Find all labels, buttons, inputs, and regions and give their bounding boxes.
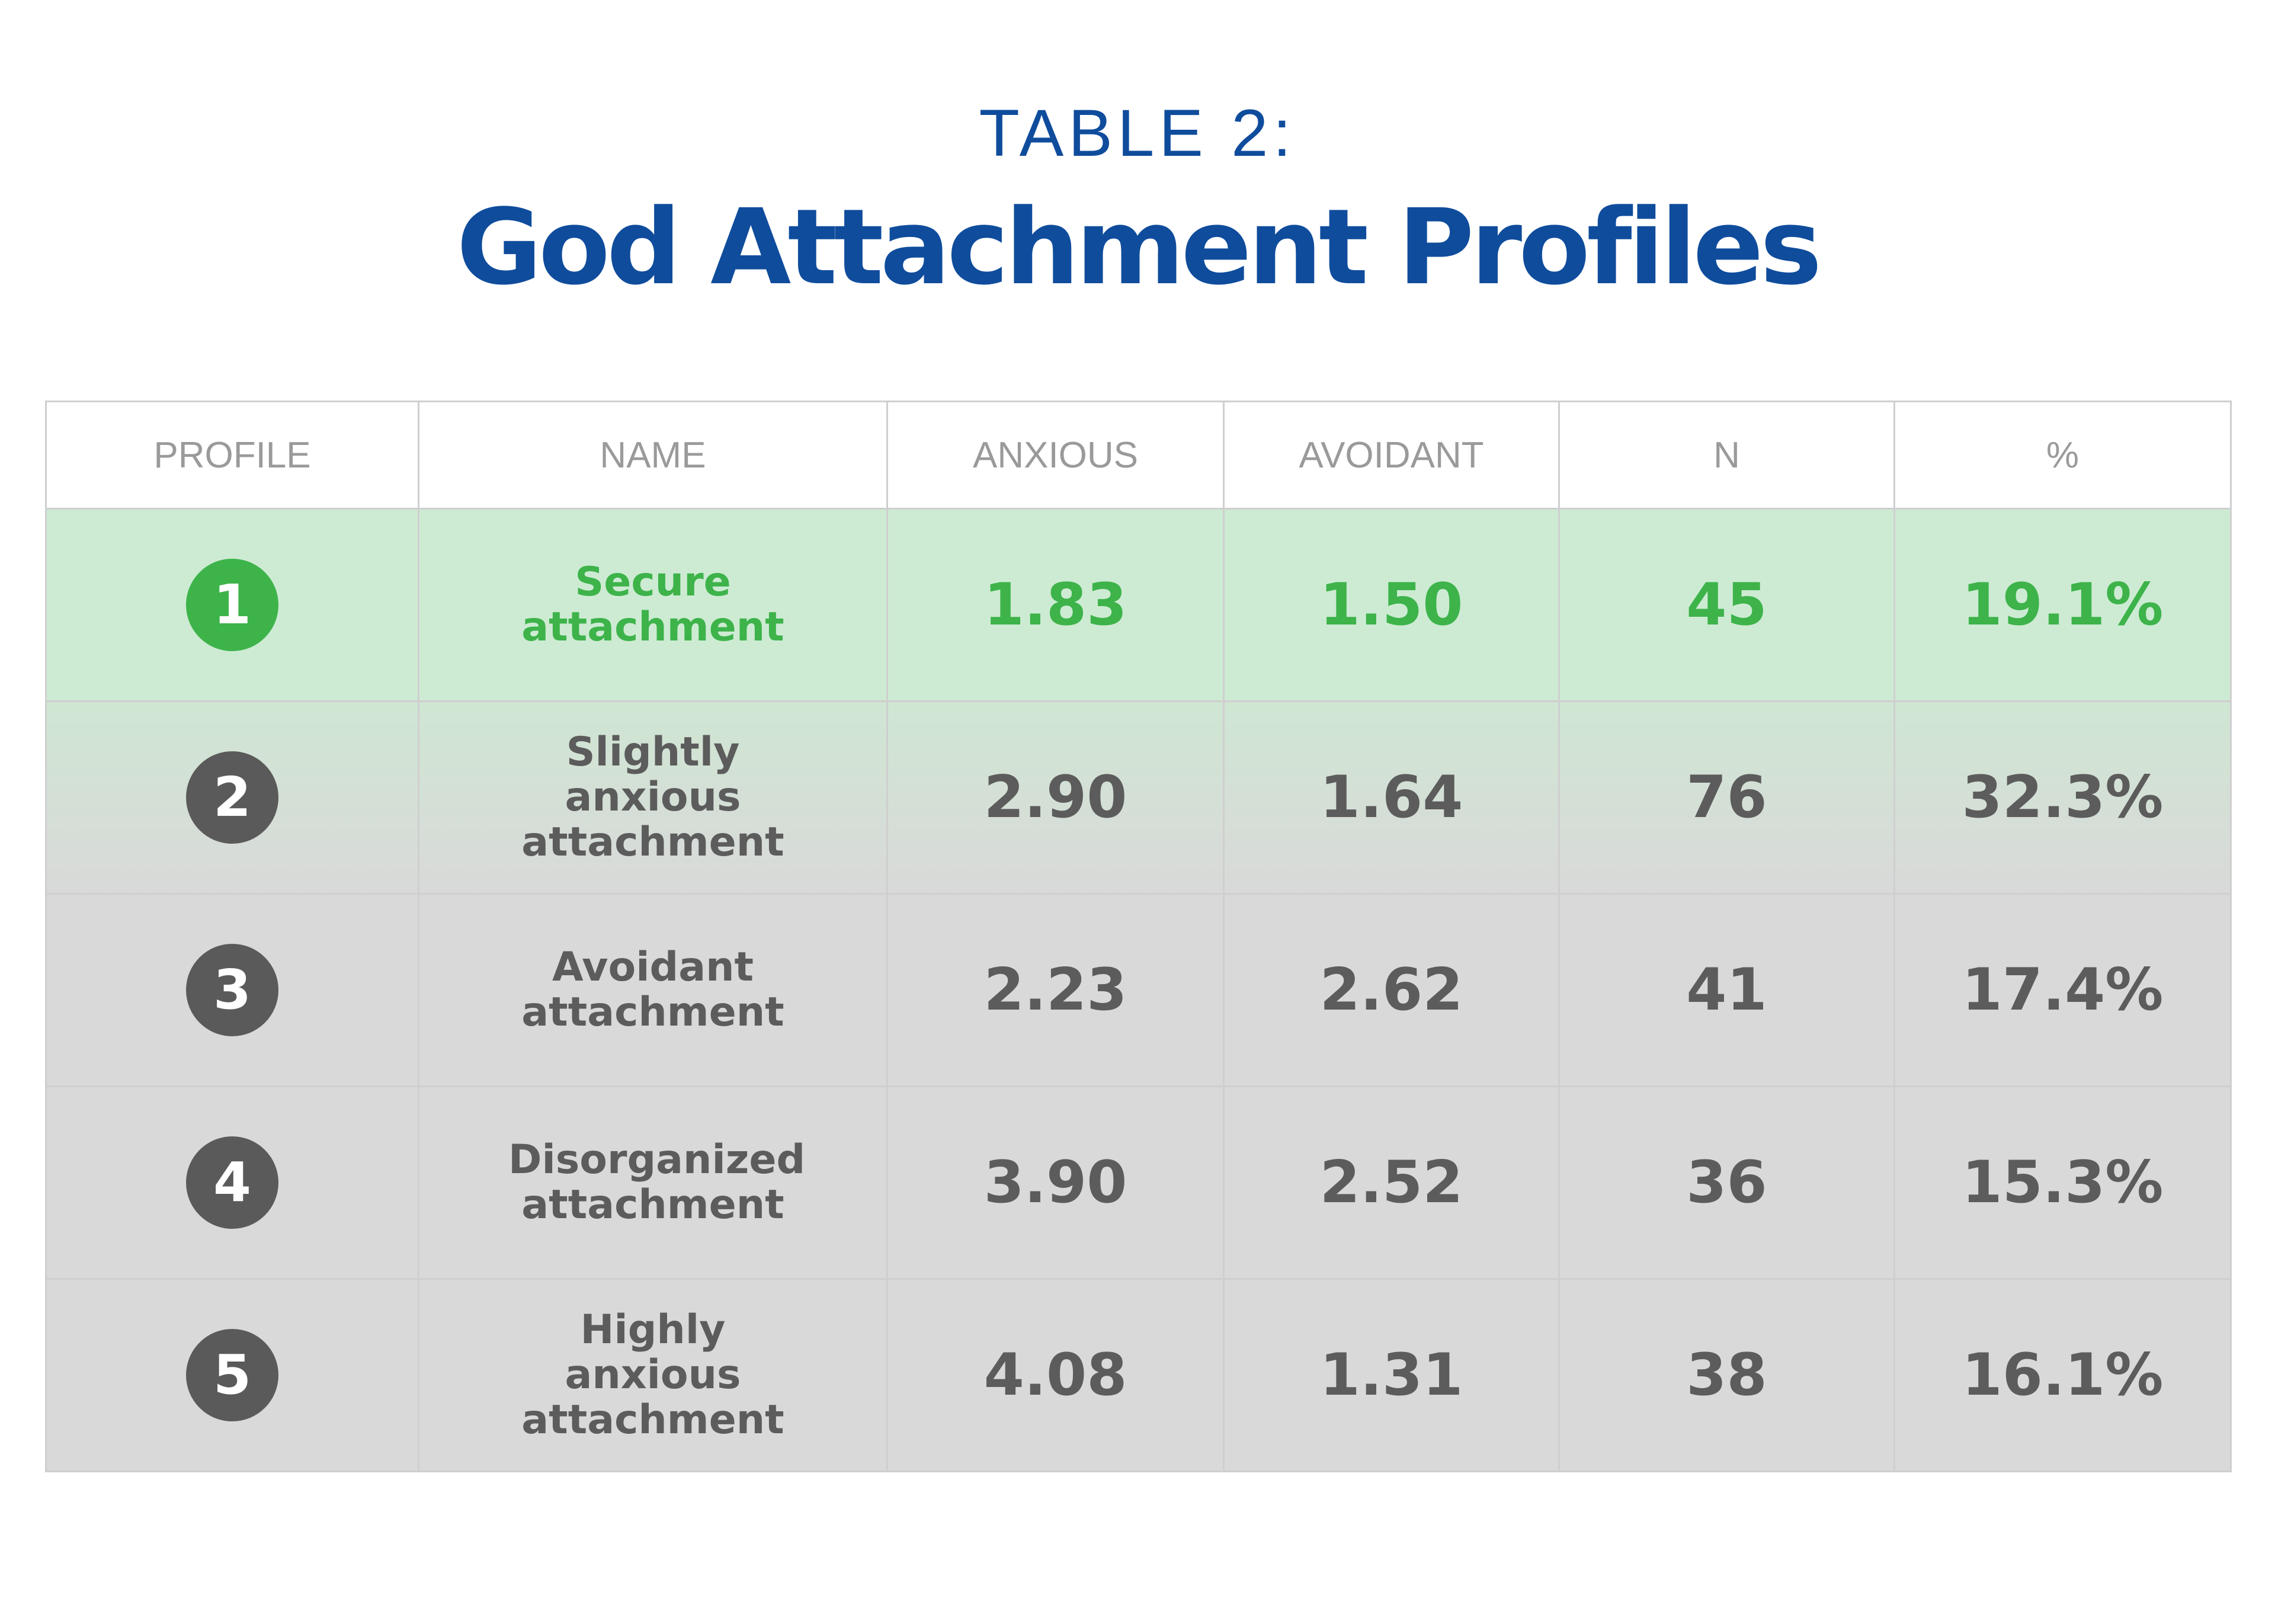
profile-badge: 3 [186, 944, 278, 1036]
anxious-cell: 2.90 [886, 700, 1225, 895]
table-row: 2 Slightly anxious attachment 2.90 1.64 76 32… [45, 700, 2232, 895]
name-cell: Slightly anxious attachment [418, 700, 888, 895]
column-header: % [1893, 401, 2232, 510]
n-cell: 45 [1558, 508, 1895, 702]
table-body: 1 Secure attachment 1.83 1.50 45 19.1% 2 Slight… [45, 508, 2232, 1472]
table-title: God Attachment Profiles [456, 187, 1822, 308]
n-cell: 38 [1558, 1278, 1895, 1472]
table-row: 4 Disorganized attachment 3.90 2.52 36 15.3% [45, 1085, 2232, 1280]
n-cell: 36 [1558, 1085, 1895, 1280]
n-cell: 41 [1558, 893, 1895, 1087]
avoidant-cell: 2.52 [1223, 1085, 1560, 1280]
profile-badge: 4 [186, 1136, 278, 1229]
percent-cell: 19.1% [1893, 508, 2232, 702]
name-cell: Secure attachment [418, 508, 888, 702]
table-row: 3 Avoidant attachment 2.23 2.62 41 17.4% [45, 893, 2232, 1087]
profile-badge: 5 [186, 1329, 278, 1421]
percent-cell: 15.3% [1893, 1085, 2232, 1280]
header-row: PROFILE NAME ANXIOUS AVOIDANT N% [45, 401, 2232, 510]
name-cell: Avoidant attachment [418, 893, 888, 1087]
avoidant-cell: 2.62 [1223, 893, 1560, 1087]
profile-badge: 2 [186, 751, 278, 844]
profile-badge: 1 [186, 559, 278, 651]
n-cell: 76 [1558, 700, 1895, 895]
percent-cell: 16.1% [1893, 1278, 2232, 1472]
profile-cell: 3 [45, 893, 419, 1087]
percent-cell: 32.3% [1893, 700, 2232, 895]
name-cell: Disorganized attachment [418, 1085, 888, 1280]
name-cell: Highly anxious attachment [418, 1278, 888, 1472]
column-header: AVOIDANT [1223, 401, 1560, 510]
profile-cell: 1 [45, 508, 419, 702]
avoidant-cell: 1.31 [1223, 1278, 1560, 1472]
profiles-table: PROFILE NAME ANXIOUS AVOIDANT N% 1 Secure att… [45, 401, 2232, 1472]
column-header: ANXIOUS [886, 401, 1225, 510]
table-row: 1 Secure attachment 1.83 1.50 45 19.1% [45, 508, 2232, 702]
anxious-cell: 2.23 [886, 893, 1225, 1087]
anxious-cell: 4.08 [886, 1278, 1225, 1472]
anxious-cell: 1.83 [886, 508, 1225, 702]
table-label: TABLE 2: [979, 96, 1296, 170]
profile-cell: 5 [45, 1278, 419, 1472]
table-row: 5 Highly anxious attachment 4.08 1.31 38 16.1… [45, 1278, 2232, 1472]
profile-cell: 2 [45, 700, 419, 895]
avoidant-cell: 1.50 [1223, 508, 1560, 702]
profile-cell: 4 [45, 1085, 419, 1280]
column-header: N [1558, 401, 1895, 510]
avoidant-cell: 1.64 [1223, 700, 1560, 895]
anxious-cell: 3.90 [886, 1085, 1225, 1280]
column-header: NAME [418, 401, 888, 510]
column-header: PROFILE [45, 401, 419, 510]
percent-cell: 17.4% [1893, 893, 2232, 1087]
